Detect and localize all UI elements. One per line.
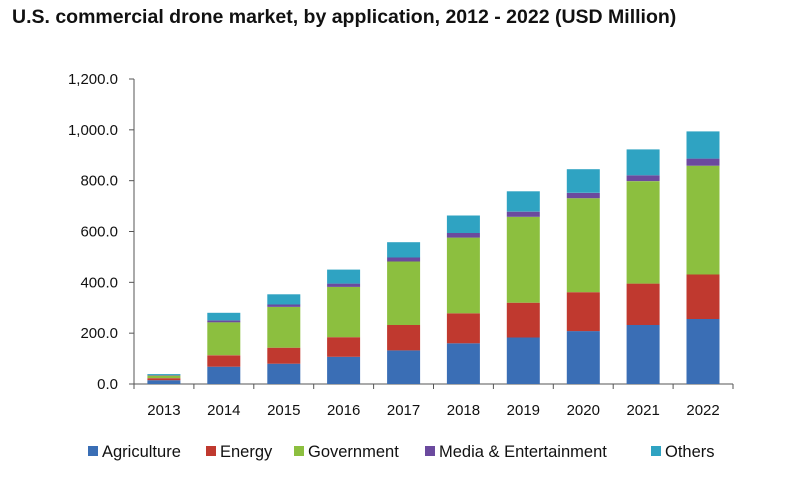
bar-agriculture-2016 bbox=[327, 356, 361, 384]
bar-energy-2013 bbox=[147, 378, 181, 381]
bar-others-2013 bbox=[147, 374, 181, 376]
legend-label: Media & Entertainment bbox=[439, 443, 607, 461]
chart-title: U.S. commercial drone market, by applica… bbox=[12, 6, 677, 28]
y-tick-label: 600.0 bbox=[80, 224, 118, 241]
x-tick-label: 2017 bbox=[387, 402, 420, 419]
bar-government-2020 bbox=[566, 198, 600, 293]
bar-government-2021 bbox=[626, 181, 660, 284]
bar-government-2014 bbox=[207, 322, 241, 356]
bar-media-entertainment-2017 bbox=[387, 257, 421, 262]
bar-agriculture-2013 bbox=[147, 380, 181, 384]
legend-swatch-agriculture bbox=[88, 446, 98, 456]
bar-others-2022 bbox=[686, 131, 720, 159]
legend: Agriculture Energy Government Media & Enter… bbox=[88, 443, 715, 461]
bar-energy-2014 bbox=[207, 355, 241, 367]
bar-agriculture-2017 bbox=[387, 350, 421, 384]
bar-others-2015 bbox=[267, 294, 301, 305]
x-tick-label: 2021 bbox=[626, 402, 659, 419]
y-tick-label: 0.0 bbox=[97, 376, 118, 393]
y-tick-label: 200.0 bbox=[80, 325, 118, 342]
x-tick-label: 2016 bbox=[327, 402, 360, 419]
x-tick-label: 2019 bbox=[507, 402, 540, 419]
bar-government-2015 bbox=[267, 307, 301, 348]
bar-government-2022 bbox=[686, 165, 720, 275]
bar-others-2018 bbox=[446, 215, 480, 233]
bar-others-2017 bbox=[387, 242, 421, 258]
bar-government-2019 bbox=[506, 216, 540, 303]
legend-swatch-energy bbox=[206, 446, 216, 456]
y-tick-labels: 0.0 200.0 400.0 600.0 800.0 1,000.0 1,200.0 bbox=[68, 71, 118, 393]
x-tick-label: 2020 bbox=[567, 402, 600, 419]
bar-agriculture-2021 bbox=[626, 325, 660, 384]
bar-media-entertainment-2021 bbox=[626, 175, 660, 182]
bar-government-2013 bbox=[147, 375, 181, 379]
x-tick-label: 2014 bbox=[207, 402, 240, 419]
x-tick-label: 2018 bbox=[447, 402, 480, 419]
bar-others-2021 bbox=[626, 149, 660, 176]
legend-label: Others bbox=[665, 443, 715, 461]
y-tick-label: 1,200.0 bbox=[68, 71, 118, 88]
bar-government-2018 bbox=[446, 237, 480, 314]
bars bbox=[147, 131, 720, 384]
bar-energy-2019 bbox=[506, 302, 540, 338]
bar-energy-2022 bbox=[686, 274, 720, 319]
legend-swatch-government bbox=[294, 446, 304, 456]
bar-energy-2018 bbox=[446, 313, 480, 344]
bar-energy-2017 bbox=[387, 325, 421, 351]
bar-media-entertainment-2016 bbox=[327, 283, 361, 287]
bar-agriculture-2018 bbox=[446, 343, 480, 384]
bar-others-2016 bbox=[327, 269, 361, 284]
bar-agriculture-2015 bbox=[267, 363, 301, 384]
bar-media-entertainment-2022 bbox=[686, 158, 720, 166]
bar-government-2016 bbox=[327, 286, 361, 338]
legend-swatch-media-entertainment bbox=[425, 446, 435, 456]
x-tick-label: 2015 bbox=[267, 402, 300, 419]
bar-energy-2021 bbox=[626, 283, 660, 325]
y-tick-label: 400.0 bbox=[80, 274, 118, 291]
legend-label: Government bbox=[308, 443, 399, 461]
bar-media-entertainment-2013 bbox=[147, 375, 181, 376]
bar-media-entertainment-2018 bbox=[446, 233, 480, 238]
bar-agriculture-2022 bbox=[686, 318, 720, 384]
bar-media-entertainment-2020 bbox=[566, 192, 600, 199]
bar-energy-2015 bbox=[267, 347, 301, 364]
legend-swatch-others bbox=[651, 446, 661, 456]
y-tick-label: 800.0 bbox=[80, 173, 118, 190]
bar-media-entertainment-2014 bbox=[207, 320, 241, 323]
bar-others-2014 bbox=[207, 312, 241, 321]
bar-energy-2020 bbox=[566, 292, 600, 332]
bar-agriculture-2019 bbox=[506, 337, 540, 384]
bar-media-entertainment-2019 bbox=[506, 211, 540, 217]
bar-others-2019 bbox=[506, 191, 540, 212]
x-tick-label: 2013 bbox=[147, 402, 180, 419]
bar-agriculture-2020 bbox=[566, 331, 600, 384]
legend-label: Energy bbox=[220, 443, 273, 461]
bar-energy-2016 bbox=[327, 337, 361, 357]
bar-media-entertainment-2015 bbox=[267, 304, 301, 307]
y-tick-label: 1,000.0 bbox=[68, 122, 118, 139]
bar-government-2017 bbox=[387, 261, 421, 325]
x-tick-label: 2022 bbox=[686, 402, 719, 419]
bar-others-2020 bbox=[566, 169, 600, 193]
legend-label: Agriculture bbox=[102, 443, 181, 461]
x-tick-labels: 2013 2014 2015 2016 2017 2018 2019 2020 2021 2022 bbox=[147, 402, 719, 419]
bar-agriculture-2014 bbox=[207, 366, 241, 384]
